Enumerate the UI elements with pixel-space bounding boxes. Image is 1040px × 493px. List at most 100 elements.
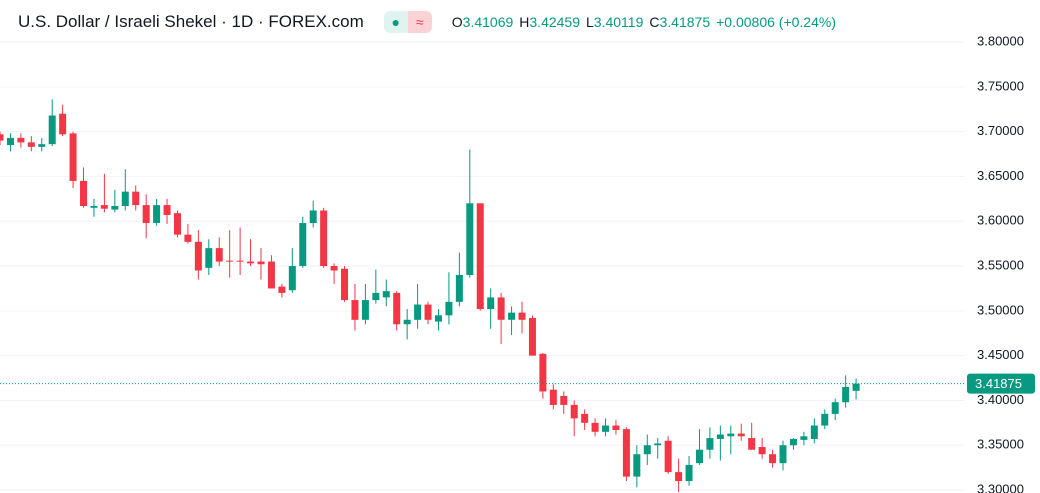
candle-body (508, 312, 516, 320)
candle-body (215, 248, 223, 262)
candle-body (591, 422, 599, 432)
candle-body (236, 260, 244, 262)
candle-body (560, 395, 568, 405)
candle-body (80, 180, 88, 206)
y-tick-label: 3.75000 (977, 78, 1024, 93)
candle-body (622, 429, 630, 477)
candle-body (299, 223, 307, 267)
candle-body (372, 292, 380, 301)
candle-body (247, 261, 255, 264)
y-tick-label: 3.40000 (977, 392, 1024, 407)
candle-body (695, 449, 703, 464)
candle-body (549, 389, 557, 405)
candle-body (403, 319, 411, 325)
ohlc-letter: O (451, 14, 463, 30)
candle-body (685, 464, 693, 482)
candle-body (497, 297, 505, 320)
y-tick-label: 3.70000 (977, 123, 1024, 138)
candle-body (142, 205, 150, 224)
candle-body (132, 191, 140, 206)
candle-body (487, 297, 495, 310)
ohlc-letter: C (649, 14, 660, 30)
change-value: +0.00806 (+0.24%) (716, 14, 836, 30)
candle-body (69, 133, 77, 181)
ohlc-value: 3.40119 (593, 14, 644, 30)
candle-body (0, 134, 4, 141)
candle-body (789, 438, 797, 446)
candle-body (748, 438, 756, 450)
candle-body (320, 210, 328, 267)
candle-body (831, 402, 839, 414)
candle-body (414, 304, 422, 320)
candle-body (737, 433, 745, 437)
candle-body (581, 413, 589, 423)
candle-body (445, 301, 453, 316)
last-price-label: 3.41875 (975, 376, 1022, 391)
candle-body (351, 300, 359, 320)
candle-body (288, 266, 296, 291)
y-tick-label: 3.50000 (977, 302, 1024, 317)
candle-body (476, 203, 484, 310)
candle-body (455, 274, 463, 302)
ohlc-value: 3.41069 (462, 14, 514, 30)
candle-body (466, 203, 474, 275)
ohlc-value: 3.41875 (659, 14, 711, 30)
candle-body (194, 241, 202, 271)
symbol-title: U.S. Dollar / Israeli Shekel · 1D · FORE… (18, 12, 364, 31)
candle-body (121, 191, 129, 206)
candle-body (779, 445, 787, 464)
candle-body (528, 318, 536, 356)
candle-body (769, 454, 777, 464)
y-tick-label: 3.80000 (977, 33, 1024, 48)
candle-body (267, 261, 275, 289)
candle-body (664, 440, 672, 473)
candle-body (330, 266, 338, 271)
y-tick-label: 3.60000 (977, 213, 1024, 228)
candle-body (111, 205, 119, 210)
ohlc-letter: L (586, 14, 594, 30)
header: U.S. Dollar / Israeli Shekel · 1D · FORE… (0, 8, 842, 36)
candle-body (278, 286, 286, 293)
candle-body (226, 260, 234, 262)
candle-body (393, 292, 401, 325)
y-tick-label: 3.65000 (977, 168, 1024, 183)
candle-body (205, 248, 213, 268)
candle-body (758, 447, 766, 455)
ohlc-legend: O3.41069 H3.42459 L3.40119 C3.41875 +0.00806… (452, 14, 842, 30)
candle-body (842, 386, 850, 403)
candle-body (821, 413, 829, 426)
market-dot: ● (383, 11, 408, 33)
candle-body (810, 425, 818, 439)
candle-body (17, 137, 25, 143)
candle-body (727, 433, 735, 437)
candle-body (800, 436, 808, 440)
y-tick-label: 3.30000 (977, 481, 1024, 493)
candle-body (163, 205, 171, 215)
y-tick-label: 3.55000 (977, 257, 1024, 272)
candle-body (257, 261, 265, 265)
candle-body (602, 425, 610, 432)
candle-body (38, 144, 46, 147)
candle-body (309, 210, 317, 224)
ohlc-value: 3.42459 (529, 14, 580, 30)
status-pill[interactable]: ● ≈ (383, 11, 432, 33)
candle-body (90, 205, 98, 208)
candle-body (434, 315, 442, 322)
candle-body (716, 434, 724, 439)
y-tick-label: 3.35000 (977, 437, 1024, 452)
candle-body (424, 304, 432, 320)
candle-body (100, 205, 108, 209)
candle-body (382, 291, 390, 298)
candle-body (184, 234, 192, 242)
last-price-badge (967, 373, 1035, 394)
candle-body (706, 438, 714, 450)
candle-body (539, 353, 547, 392)
candle-body (361, 300, 369, 320)
candle-body (852, 383, 860, 391)
candle-body (633, 454, 641, 477)
ohlc-letter: H (519, 14, 530, 30)
candle-body (518, 312, 526, 320)
candle-body (59, 113, 67, 135)
